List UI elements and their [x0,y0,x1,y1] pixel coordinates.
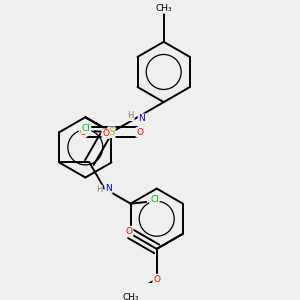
Text: O: O [153,274,160,284]
Text: O: O [136,128,143,137]
Text: H: H [96,185,102,194]
Text: O: O [80,128,87,137]
Text: Cl: Cl [150,195,159,204]
Text: S: S [108,127,115,137]
Text: O: O [102,129,109,138]
Text: CH₃: CH₃ [122,293,139,300]
Text: N: N [105,184,112,193]
Text: O: O [126,226,133,236]
Text: CH₃: CH₃ [155,4,172,13]
Text: Cl: Cl [82,124,91,133]
Text: N: N [138,114,145,123]
Text: H: H [128,111,134,120]
